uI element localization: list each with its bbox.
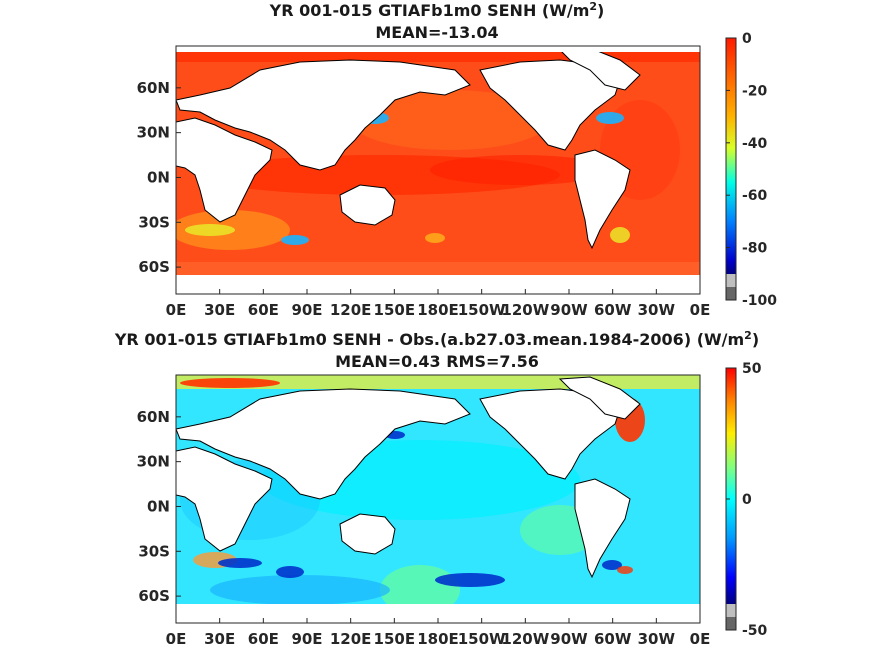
y-tick-label: 60S: [138, 258, 170, 276]
panel-1-colorbar-ticks: 0 -20 -40 -60 -80 -100: [726, 31, 777, 309]
x-tick-label: 120E: [330, 301, 372, 319]
x-tick-label: 60E: [248, 630, 279, 648]
x-tick-label: 0E: [166, 630, 187, 648]
x-tick-label: 60W: [594, 630, 632, 648]
colorbar-tick-label: -80: [742, 241, 768, 257]
y-tick-label: 30S: [138, 213, 170, 231]
colorbar-tick-label: -60: [742, 188, 768, 204]
x-tick-label: 0E: [166, 301, 187, 319]
x-tick-label: 90E: [291, 630, 322, 648]
panel-1-y-ticks: 60N 30N 0N 30S 60S: [137, 79, 181, 276]
panel-mean-senh: YR 001-015 GTIAFb1m0 SENH (W/m2) MEAN=-1…: [137, 0, 778, 319]
colorbar-tick-label: -100: [742, 293, 777, 309]
panel-2-colorbar-ticks: 50 0 -50: [726, 361, 768, 639]
x-tick-label: 120W: [501, 301, 549, 319]
x-tick-label: 30E: [204, 630, 235, 648]
x-tick-label: 150W: [458, 630, 506, 648]
x-tick-label: 90W: [550, 630, 588, 648]
colorbar-tick-label: 50: [742, 361, 762, 377]
x-tick-label: 150E: [374, 630, 416, 648]
panel-2-subtitle: MEAN=0.43 RMS=7.56: [335, 352, 539, 371]
x-tick-label: 30W: [638, 301, 676, 319]
y-tick-label: 30N: [137, 453, 170, 471]
panel-2-map-field: [176, 375, 700, 623]
y-tick-label: 30S: [138, 542, 170, 560]
x-tick-label: 180E: [417, 630, 459, 648]
x-tick-label: 90W: [550, 301, 588, 319]
y-tick-label: 60S: [138, 587, 170, 605]
panel-1-subtitle: MEAN=-13.04: [375, 23, 498, 42]
x-tick-label: 120E: [330, 630, 372, 648]
x-tick-label: 0E: [690, 630, 711, 648]
panel-2-title: YR 001-015 GTIAFb1m0 SENH - Obs.(a.b27.0…: [114, 329, 759, 349]
panel-diff-senh: YR 001-015 GTIAFb1m0 SENH - Obs.(a.b27.0…: [114, 329, 768, 648]
colorbar-tick-label: 0: [742, 31, 752, 47]
panel-1-colorbar: [725, 37, 737, 301]
y-tick-label: 30N: [137, 124, 170, 142]
x-tick-label: 150W: [458, 301, 506, 319]
x-tick-label: 60E: [248, 301, 279, 319]
x-tick-label: 120W: [501, 630, 549, 648]
y-tick-label: 60N: [137, 408, 170, 426]
x-tick-label: 180E: [417, 301, 459, 319]
x-tick-label: 60W: [594, 301, 632, 319]
x-tick-label: 30W: [638, 630, 676, 648]
colorbar-tick-label: 0: [742, 492, 752, 508]
panel-2-land: [176, 376, 700, 623]
x-tick-label: 90E: [291, 301, 322, 319]
x-tick-label: 30E: [204, 301, 235, 319]
panel-1-title: YR 001-015 GTIAFb1m0 SENH (W/m2): [269, 0, 605, 20]
colorbar-tick-label: -50: [742, 623, 768, 639]
y-tick-label: 60N: [137, 79, 170, 97]
colorbar-tick-label: -40: [742, 136, 768, 152]
panel-1-map-field: [176, 46, 700, 294]
panel-2-y-ticks: 60N 30N 0N 30S 60S: [137, 408, 181, 605]
x-tick-label: 150E: [374, 301, 416, 319]
colorbar-tick-label: -20: [742, 83, 768, 99]
y-tick-label: 0N: [147, 497, 170, 515]
x-tick-label: 0E: [690, 301, 711, 319]
y-tick-label: 0N: [147, 168, 170, 186]
